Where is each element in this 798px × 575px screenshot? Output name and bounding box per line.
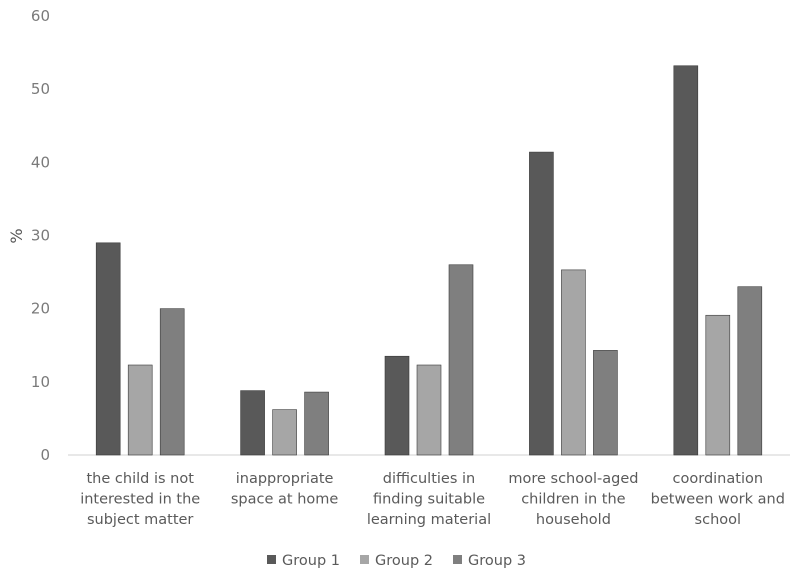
legend-label: Group 2	[375, 553, 433, 569]
bar-group-2-cat-5	[705, 314, 731, 456]
bar-group-2-cat-4	[561, 269, 586, 456]
y-axis-label: %	[7, 228, 26, 243]
legend-swatch	[453, 555, 462, 564]
category-label-line: interested in the	[80, 492, 200, 508]
category-label: more school-aged children in the household	[508, 471, 638, 528]
legend-label: Group 1	[282, 553, 340, 569]
category-label-line: subject matter	[87, 512, 193, 528]
category-label-line: more school-aged	[508, 471, 638, 487]
bar-group-3-cat-3	[448, 264, 474, 456]
legend-swatch	[267, 555, 276, 564]
bars-group	[95, 65, 763, 456]
y-tick-label: 30	[31, 227, 50, 245]
bar-group-1-cat-1	[95, 242, 121, 456]
y-tick-label: 50	[31, 80, 50, 98]
category-label-line: inappropriate	[236, 471, 334, 487]
y-axis-ticks: 0 10 20 30 40 50 60	[31, 7, 50, 464]
bar-group-1-cat-3	[384, 355, 410, 456]
category-label-line: learning material	[367, 512, 491, 528]
category-label: coordination between work and school	[651, 471, 785, 528]
legend-swatch	[360, 555, 369, 564]
category-label-line: difficulties in	[383, 471, 475, 487]
category-label-line: household	[536, 512, 611, 528]
category-labels: the child is not interested in the subject…	[80, 471, 785, 528]
bar-group-2-cat-2	[272, 409, 297, 456]
y-tick-label: 10	[31, 373, 50, 391]
bar-group-1-cat-4	[529, 151, 554, 456]
category-label: the child is not interested in the subject…	[80, 471, 200, 528]
bar-group-2-cat-3	[416, 364, 442, 456]
bar-group-3-cat-5	[737, 286, 763, 456]
legend: Group 1 Group 2 Group 3	[267, 553, 526, 569]
category-label-line: coordination	[673, 471, 764, 487]
category-label-line: school	[695, 512, 742, 528]
category-label: inappropriate space at home	[231, 471, 339, 508]
category-label-line: children in the	[521, 492, 625, 508]
y-tick-label: 20	[31, 300, 50, 318]
category-label-line: between work and	[651, 492, 785, 508]
bar-group-3-cat-1	[159, 308, 185, 456]
category-label-line: space at home	[231, 492, 339, 508]
y-tick-label: 60	[31, 7, 50, 25]
category-label: difficulties in finding suitable learning …	[367, 471, 491, 528]
y-tick-label: 0	[40, 446, 50, 464]
bar-group-3-cat-2	[304, 391, 329, 456]
category-label-line: the child is not	[87, 471, 195, 487]
y-tick-label: 40	[31, 153, 50, 171]
legend-label: Group 3	[468, 553, 526, 569]
category-label-line: finding suitable	[373, 492, 485, 508]
bar-group-3-cat-4	[593, 350, 618, 456]
bar-group-1-cat-2	[240, 390, 265, 456]
bar-group-2-cat-1	[127, 364, 153, 456]
bar-group-1-cat-5	[673, 65, 699, 456]
